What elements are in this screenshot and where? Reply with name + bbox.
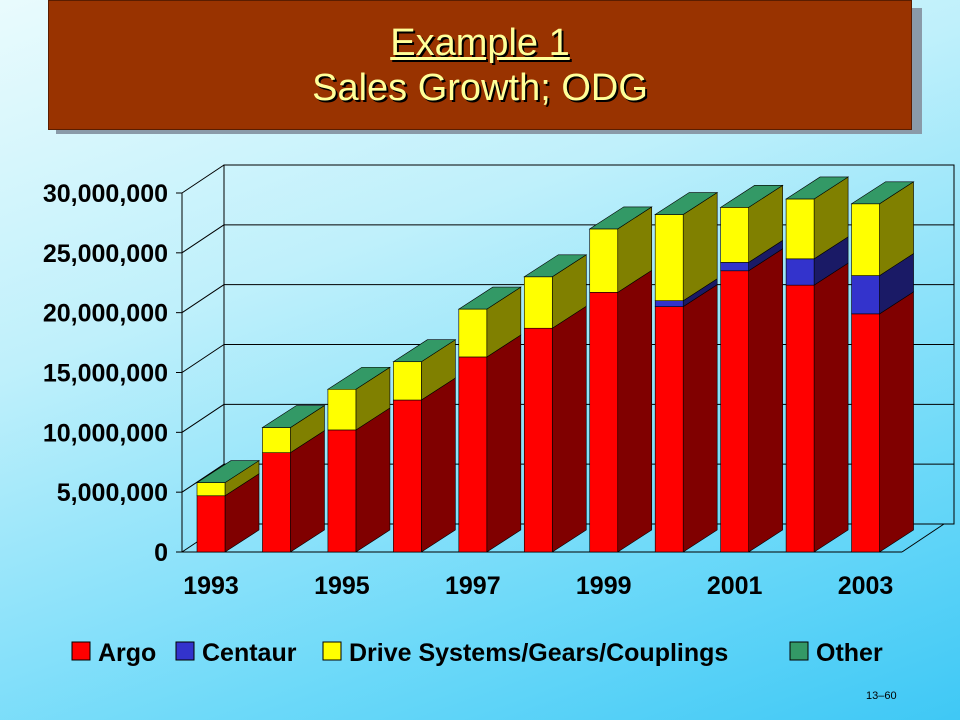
bar-segment-drive	[523, 276, 553, 329]
legend-label-drive: Drive Systems/Gears/Couplings	[349, 639, 728, 667]
chart-plot-area: 0 5,000,000 10,000,000 15,000,000 20,000,000…	[43, 164, 955, 600]
bar-segment-drive	[851, 203, 880, 276]
bar-segment-drive	[196, 482, 226, 497]
side-wall-line	[181, 463, 225, 493]
y-tick-label: 30,000,000	[43, 180, 168, 208]
bar-segment-centaur	[851, 275, 880, 315]
y-tick-label: 20,000,000	[43, 300, 168, 328]
legend-swatch-argo	[71, 641, 91, 661]
side-wall-line	[181, 224, 225, 254]
x-tick-label: 1999	[576, 572, 632, 600]
floor-edge	[901, 523, 945, 553]
x-tick-label: 1995	[314, 572, 370, 600]
bar-side-argo	[813, 262, 849, 553]
bar-side-argo	[617, 269, 653, 553]
bar-segment-drive	[327, 388, 357, 431]
legend-label-centaur: Centaur	[202, 639, 297, 667]
legend-swatch-drive	[322, 641, 342, 661]
bar-segment-argo	[262, 452, 291, 553]
slide-subtitle: Sales Growth; ODG	[312, 67, 648, 109]
bar-top-face	[785, 176, 850, 200]
bar-segment-drive	[654, 214, 684, 301]
slide-title: Example 1	[390, 22, 570, 64]
bar-top-face	[654, 192, 719, 215]
bar-segment-argo	[785, 284, 815, 553]
side-wall-line	[181, 164, 225, 194]
y-tick-label: 10,000,000	[43, 419, 168, 447]
bar-segment-argo	[589, 292, 619, 553]
bar-segment-argo	[720, 270, 749, 553]
x-tick-label: 2003	[838, 572, 894, 600]
bar-side-argo	[748, 248, 783, 553]
legend-label-other: Other	[816, 639, 883, 667]
bar-segment-centaur	[785, 258, 815, 286]
bar-top-face	[195, 460, 261, 483]
bar-top-face	[261, 405, 326, 428]
bar-segment-argo	[458, 356, 488, 553]
bar-segment-drive	[720, 207, 749, 263]
bar-side-argo	[421, 377, 456, 553]
legend-swatch-other	[789, 641, 809, 661]
bar-top-face	[457, 286, 522, 310]
x-tick-label: 2001	[707, 572, 763, 600]
x-tick-label: 1997	[445, 572, 501, 600]
legend-swatch-centaur	[175, 641, 195, 661]
bar-top-face	[326, 366, 391, 390]
bar-segment-centaur	[654, 300, 684, 307]
side-wall-line	[181, 344, 225, 373]
side-wall-line	[181, 284, 225, 314]
bar-segment-argo	[327, 429, 357, 553]
bar-side-argo	[486, 334, 522, 553]
bar-segment-drive	[262, 427, 291, 453]
bar-segment-argo	[654, 306, 684, 553]
bar-segment-centaur	[720, 262, 749, 272]
bar-top-face	[850, 181, 915, 205]
bar-top-face	[719, 185, 784, 208]
slide-number: 13–60	[866, 690, 897, 702]
side-wall-line	[181, 403, 225, 433]
bar-top-face	[523, 254, 588, 278]
bar-top-face	[392, 339, 457, 363]
bar-segment-drive	[589, 228, 619, 293]
bar-side-argo	[355, 407, 391, 553]
bar-segment-argo	[393, 399, 422, 553]
y-tick-label: 0	[154, 539, 168, 567]
bar-side-argo	[551, 305, 587, 553]
legend-label-argo: Argo	[98, 639, 156, 667]
y-tick-label: 5,000,000	[57, 479, 168, 507]
bar-segment-argo	[196, 495, 226, 553]
x-tick-label: 1993	[183, 572, 239, 600]
bar-side-argo	[879, 291, 914, 553]
chart-legend: Argo Centaur Drive Systems/Gears/Couplings…	[71, 639, 883, 667]
title-banner: Example 1 Sales Growth; ODG	[48, 0, 912, 130]
y-tick-label: 25,000,000	[43, 240, 168, 268]
bar-side-argo	[682, 284, 718, 553]
bar-segment-drive	[393, 361, 422, 401]
bar-segment-drive	[458, 308, 488, 358]
bar-segment-drive	[785, 198, 815, 260]
bar-top-face	[588, 206, 653, 230]
y-tick-label: 15,000,000	[43, 360, 168, 388]
bar-segment-argo	[851, 313, 880, 553]
bar-segment-argo	[523, 327, 553, 553]
